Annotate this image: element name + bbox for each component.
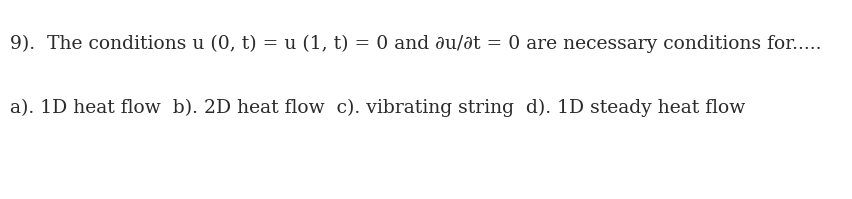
Text: a). 1D heat flow  b). 2D heat flow  c). vibrating string  d). 1D steady heat flo: a). 1D heat flow b). 2D heat flow c). vi…: [10, 98, 746, 117]
Text: 9).  The conditions u (0, t) = u (1, t) = 0 and ∂u/∂t = 0 are necessary conditio: 9). The conditions u (0, t) = u (1, t) =…: [10, 35, 821, 53]
